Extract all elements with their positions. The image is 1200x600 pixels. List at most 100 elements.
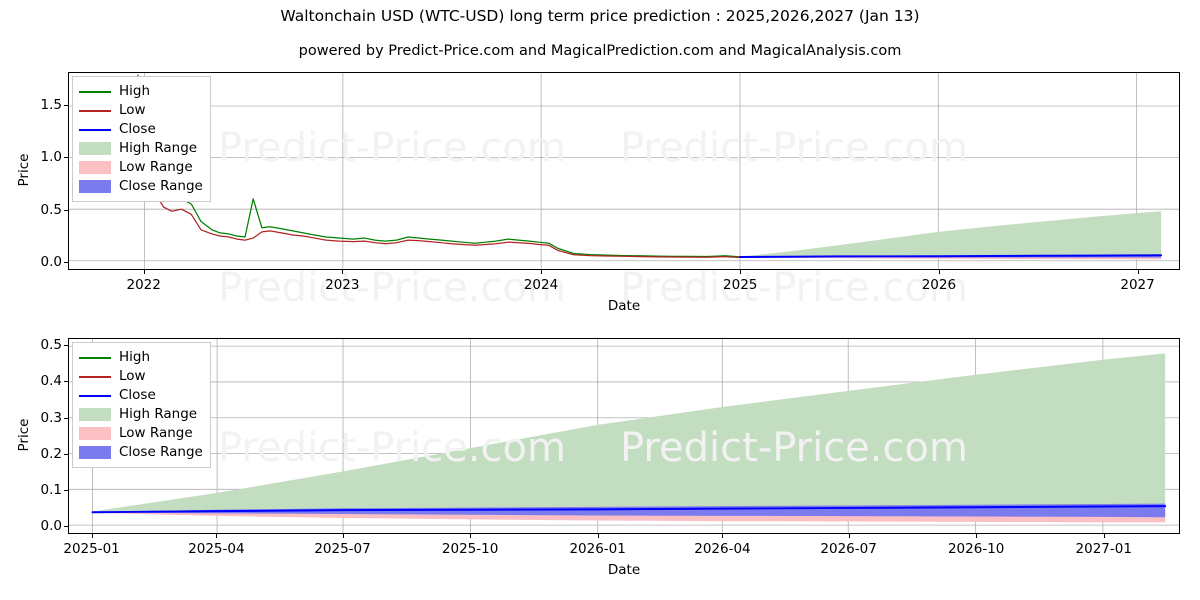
forecast-x-tick-label: 2025-04 <box>188 541 245 557</box>
forecast-y-tick-label: 0.3 <box>40 409 62 426</box>
forecast-plot-area <box>68 338 1180 534</box>
overview-y-tick-mark <box>64 157 68 159</box>
forecast-x-tick-mark <box>976 534 978 538</box>
overview-y-tick-label: 0.5 <box>40 201 62 218</box>
legend-item-label: High Range <box>119 405 198 422</box>
forecast-plot-canvas <box>69 339 1179 533</box>
forecast-y-tick-mark <box>64 345 68 347</box>
forecast-x-tick-label: 2026-07 <box>820 541 877 557</box>
legend-item[interactable]: Close <box>79 120 203 139</box>
forecast-x-tick-label: 2025-10 <box>441 541 499 557</box>
forecast-x-tick-mark <box>1103 534 1105 538</box>
overview-plot-area <box>68 72 1180 270</box>
overview-x-tick-label: 2025 <box>723 277 758 293</box>
legend-item-label: Low <box>119 101 146 118</box>
forecast-y-tick-mark <box>64 381 68 383</box>
overview-y-tick-label: 0.0 <box>40 253 62 270</box>
forecast-x-tick-mark <box>91 534 93 538</box>
legend-item[interactable]: Low Range <box>79 158 203 177</box>
legend-item[interactable]: Low Range <box>79 424 203 443</box>
legend-item[interactable]: Close Range <box>79 177 203 196</box>
forecast-y-tick-mark <box>64 417 68 419</box>
legend-item[interactable]: Low <box>79 367 203 386</box>
legend-item[interactable]: Low <box>79 101 203 120</box>
overview-x-tick-mark <box>1137 270 1139 274</box>
forecast-x-tick-label: 2025-01 <box>63 541 120 557</box>
overview-x-tick-label: 2026 <box>921 277 957 293</box>
overview-x-tick-label: 2023 <box>325 277 360 293</box>
legend-swatch-line-icon <box>79 351 111 365</box>
legend-swatch-patch-icon <box>79 427 111 440</box>
forecast-y-tick-label: 0.4 <box>40 373 62 390</box>
forecast-x-tick-mark <box>342 534 344 538</box>
overview-y-tick-mark <box>64 105 68 107</box>
overview-y-tick-mark <box>64 261 68 263</box>
legend-item[interactable]: High <box>79 348 203 367</box>
overview-x-tick-mark <box>540 270 542 274</box>
legend-swatch-line-icon <box>79 104 111 118</box>
legend-item[interactable]: High Range <box>79 139 203 158</box>
forecast-x-tick-label: 2025-07 <box>314 541 371 557</box>
forecast-x-tick-label: 2026-10 <box>947 541 1005 557</box>
legend-item[interactable]: High Range <box>79 405 203 424</box>
legend-swatch-patch-icon <box>79 142 111 155</box>
forecast-y-tick-label: 0.1 <box>40 481 62 498</box>
overview-y-tick-mark <box>64 209 68 211</box>
forecast-y-tick-label: 0.2 <box>40 445 62 462</box>
forecast-x-tick-label: 2026-01 <box>569 541 626 557</box>
overview-x-tick-label: 2024 <box>523 277 559 293</box>
overview-y-tick-label: 1.5 <box>40 97 62 114</box>
overview-y-tick-label: 1.0 <box>40 149 62 166</box>
overview-legend: High Low Close High Range Low Range Close Ran… <box>72 76 211 202</box>
forecast-x-axis-label: Date <box>607 562 641 578</box>
legend-item[interactable]: High <box>79 82 203 101</box>
forecast-y-tick-mark <box>64 526 68 528</box>
forecast-y-tick-mark <box>64 489 68 491</box>
legend-item[interactable]: Close <box>79 386 203 405</box>
forecast-y-tick-mark <box>64 453 68 455</box>
legend-item-label: High <box>119 82 151 99</box>
legend-swatch-line-icon <box>79 370 111 384</box>
overview-x-tick-label: 2022 <box>126 277 161 293</box>
forecast-y-tick-label: 0.0 <box>40 518 62 535</box>
legend-swatch-patch-icon <box>79 161 111 174</box>
watermark-text: Predict-Price.com <box>218 265 566 311</box>
legend-item-label: Close Range <box>119 177 203 194</box>
forecast-x-tick-mark <box>597 534 599 538</box>
legend-swatch-line-icon <box>79 85 111 99</box>
overview-x-tick-label: 2027 <box>1120 277 1155 293</box>
legend-swatch-patch-icon <box>79 408 111 421</box>
overview-x-axis-label: Date <box>607 298 641 314</box>
chart-subtitle: powered by Predict-Price.com and Magical… <box>298 43 902 59</box>
chart-title: Waltonchain USD (WTC-USD) long term pric… <box>280 7 920 25</box>
forecast-x-tick-label: 2026-04 <box>694 541 751 557</box>
legend-item-label: Low Range <box>119 424 193 441</box>
overview-x-tick-mark <box>938 270 940 274</box>
overview-y-axis-label: Price <box>16 153 32 187</box>
overview-plot-canvas <box>69 73 1179 269</box>
legend-swatch-line-icon <box>79 123 111 137</box>
forecast-legend: High Low Close High Range Low Range Close Ran… <box>72 342 211 468</box>
legend-swatch-patch-icon <box>79 446 111 459</box>
legend-item-label: Close Range <box>119 443 203 460</box>
overview-x-tick-mark <box>342 270 344 274</box>
overview-x-tick-mark <box>740 270 742 274</box>
legend-item-label: Low Range <box>119 158 193 175</box>
forecast-x-tick-mark <box>216 534 218 538</box>
forecast-y-axis-label: Price <box>16 418 32 452</box>
forecast-x-tick-label: 2027-01 <box>1075 541 1132 557</box>
legend-item[interactable]: Close Range <box>79 443 203 462</box>
legend-swatch-patch-icon <box>79 180 111 193</box>
forecast-x-tick-mark <box>470 534 472 538</box>
legend-item-label: Low <box>119 367 146 384</box>
legend-item-label: Close <box>119 386 156 403</box>
legend-item-label: Close <box>119 120 156 137</box>
forecast-x-tick-mark <box>722 534 724 538</box>
forecast-x-tick-mark <box>848 534 850 538</box>
legend-item-label: High <box>119 348 151 365</box>
forecast-y-tick-label: 0.5 <box>40 337 62 354</box>
legend-swatch-line-icon <box>79 389 111 403</box>
overview-x-tick-mark <box>143 270 145 274</box>
legend-item-label: High Range <box>119 139 198 156</box>
